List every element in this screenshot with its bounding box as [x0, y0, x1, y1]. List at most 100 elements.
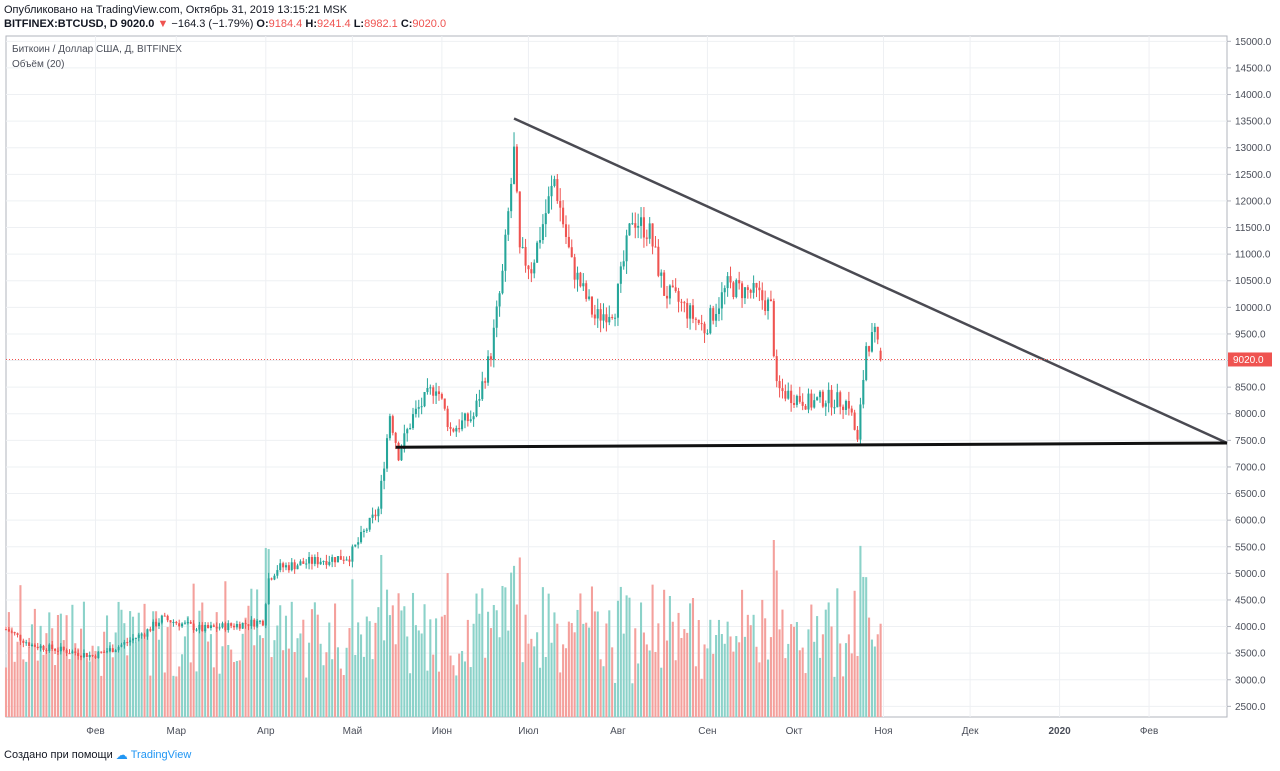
- candle-body: [873, 326, 876, 333]
- candle-body: [400, 448, 403, 461]
- y-tick-label: 4500.0: [1235, 595, 1266, 606]
- candle-body: [244, 622, 247, 625]
- down-arrow-icon: ▼: [157, 18, 169, 30]
- candle-body: [461, 420, 464, 430]
- volume-bar: [279, 605, 282, 717]
- candle-body: [273, 575, 276, 580]
- candle-body: [524, 246, 527, 266]
- candle-body: [648, 223, 651, 239]
- volume-bar: [654, 651, 657, 717]
- x-tick-label: Сен: [698, 726, 716, 737]
- volume-bar: [181, 654, 184, 717]
- candle-body: [792, 403, 796, 405]
- volume-bar: [218, 673, 221, 717]
- volume-bar: [590, 586, 594, 717]
- candle-body: [103, 651, 106, 653]
- volume-bar: [853, 590, 856, 717]
- symbol-label: BITFINEX:BTCUSD, D: [4, 18, 118, 30]
- candle-body: [611, 316, 614, 318]
- volume-bar: [839, 643, 842, 717]
- volume-bar: [614, 682, 617, 717]
- volume-bar: [521, 662, 524, 717]
- candle-body: [550, 185, 553, 197]
- volume-bar: [117, 601, 120, 717]
- volume-bar: [13, 661, 16, 717]
- candle-body: [749, 289, 752, 293]
- volume-bar: [253, 645, 256, 717]
- candle-body: [111, 648, 114, 653]
- y-tick-label: 10000.0: [1235, 303, 1272, 314]
- volume-bar: [810, 604, 813, 717]
- candle-body: [403, 433, 406, 449]
- volume-bar: [524, 614, 527, 717]
- volume-bar: [651, 584, 654, 717]
- candle-body: [429, 387, 432, 389]
- candle-body: [163, 615, 166, 617]
- candle-body: [169, 620, 172, 623]
- candle-body: [51, 644, 54, 649]
- volume-bar: [42, 654, 45, 717]
- y-tick-label: 11500.0: [1235, 223, 1271, 234]
- volume-bar: [16, 641, 19, 717]
- volume-bar: [368, 621, 371, 717]
- candle-body: [440, 394, 443, 399]
- volume-bar: [192, 583, 195, 717]
- candle-body: [189, 622, 192, 624]
- volume-bar: [816, 616, 819, 717]
- volume-bar: [579, 593, 582, 717]
- volume-bar: [732, 651, 735, 717]
- volume-bar: [850, 653, 853, 717]
- volume-bar: [657, 623, 660, 717]
- candle-body: [85, 653, 88, 658]
- volume-bar: [82, 601, 85, 717]
- volume-bar: [305, 677, 308, 717]
- candle-body: [71, 651, 74, 654]
- y-tick-label: 13000.0: [1235, 143, 1272, 154]
- volume-bar: [507, 630, 510, 717]
- footer-brand[interactable]: TradingView: [130, 749, 192, 761]
- volume-bar: [790, 624, 793, 717]
- volume-bar: [146, 633, 149, 717]
- volume-bar: [873, 646, 876, 717]
- volume-bar: [556, 623, 559, 717]
- plot-frame: [5, 35, 1228, 718]
- y-tick-label: 7000.0: [1235, 462, 1266, 473]
- volume-bar: [761, 599, 764, 717]
- volume-bar: [322, 665, 325, 717]
- candle-body: [258, 620, 262, 622]
- volume-bar: [354, 654, 357, 717]
- volume-bar: [738, 642, 741, 717]
- candle-body: [77, 652, 80, 656]
- volume-bar: [775, 570, 778, 717]
- volume-bar: [836, 588, 839, 717]
- volume-bar: [339, 668, 342, 717]
- candle-body: [143, 634, 146, 637]
- candle-body: [533, 262, 536, 274]
- resistance-trendline: [513, 117, 1228, 445]
- volume-bar: [120, 609, 123, 717]
- volume-bar: [752, 614, 755, 717]
- candle-body: [88, 655, 91, 658]
- candle-body: [579, 272, 582, 287]
- candle-body: [625, 235, 628, 262]
- volume-bar: [414, 625, 417, 717]
- volume-bar: [411, 592, 415, 717]
- candle-body: [804, 405, 807, 410]
- candle-body: [547, 196, 550, 214]
- candle-body: [657, 246, 660, 276]
- volume-bar: [625, 595, 628, 717]
- candle-body: [720, 292, 723, 309]
- volume-bar: [198, 610, 201, 717]
- candle-body: [22, 640, 25, 643]
- candle-body: [175, 621, 178, 624]
- candle-body: [360, 531, 363, 543]
- volume-bar: [602, 666, 605, 717]
- volume-bar: [538, 667, 542, 717]
- candle-body: [787, 390, 790, 399]
- volume-bar: [85, 658, 88, 717]
- candle-body: [30, 644, 34, 646]
- volume-bar: [461, 650, 464, 717]
- volume-bar: [830, 626, 833, 717]
- volume-bar: [813, 641, 816, 717]
